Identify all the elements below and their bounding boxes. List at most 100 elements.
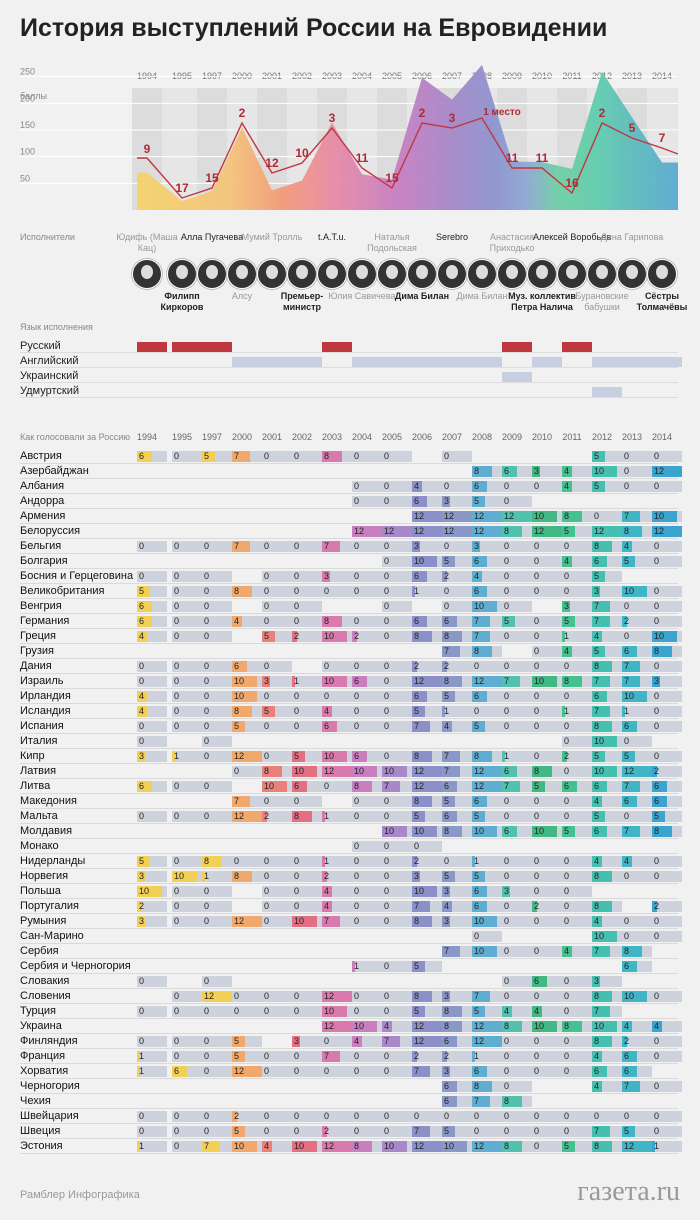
vote-cell: 6 — [442, 1096, 472, 1107]
vote-value: 8 — [534, 766, 540, 776]
year-label: 2004 — [352, 71, 372, 81]
vote-value: 3 — [294, 1036, 300, 1046]
vote-bar — [472, 766, 502, 777]
vote-value: 0 — [294, 871, 300, 881]
vote-value: 8 — [354, 1141, 360, 1151]
vote-cell: 7 — [322, 916, 352, 927]
vote-value: 0 — [474, 1111, 480, 1121]
vote-value: 0 — [384, 1126, 390, 1136]
vote-cell: 0 — [652, 1036, 682, 1047]
vote-cell: 0 — [262, 886, 292, 897]
vote-bar — [412, 721, 430, 732]
vote-cell: 8 — [532, 766, 562, 777]
country-name: Андорра — [20, 495, 65, 507]
vote-cell: 8 — [232, 871, 262, 882]
vote-value: 0 — [624, 916, 630, 926]
vote-value: 10 — [474, 916, 485, 926]
vote-value: 10 — [594, 1021, 605, 1031]
vote-bar — [652, 676, 660, 687]
vote-value: 8 — [474, 466, 480, 476]
vote-cell: 8 — [322, 616, 352, 627]
vote-bar — [137, 691, 147, 702]
vote-cell: 4 — [322, 886, 352, 897]
vote-bar — [232, 751, 262, 762]
vote-value: 10 — [234, 676, 245, 686]
vote-cell: 0 — [352, 1111, 382, 1122]
vote-cell: 10 — [352, 766, 382, 777]
vote-bar — [622, 691, 647, 702]
vote-cell: 0 — [382, 481, 412, 492]
vote-cell: 0 — [292, 586, 322, 597]
vote-cell: 0 — [532, 571, 562, 582]
vote-value: 10 — [139, 886, 150, 896]
vote-cell: 10 — [472, 601, 502, 612]
vote-cell: 10 — [412, 886, 442, 897]
vote-value: 3 — [414, 541, 420, 551]
vote-cell: 5 — [622, 556, 652, 567]
vote-cell: 0 — [652, 451, 682, 462]
table-row: Черногория 6 8 0 4 7 0 — [0, 1080, 700, 1094]
vote-bar — [622, 1141, 652, 1152]
vote-bar — [322, 871, 327, 882]
table-row: Турция 0 0 0 0 0 0 10 0 0 5 8 5 4 4 0 7 — [0, 1005, 700, 1019]
vote-value: 0 — [534, 796, 540, 806]
vote-value: 5 — [474, 496, 480, 506]
vote-value: 5 — [474, 871, 480, 881]
vote-bar — [592, 601, 610, 612]
country-name: Сан-Марино — [20, 930, 84, 942]
vote-value: 7 — [204, 1141, 210, 1151]
vote-cell: 8 — [292, 811, 322, 822]
vote-cell: 0 — [382, 556, 412, 567]
votes-year-label: 2007 — [441, 432, 463, 442]
vote-cell: 0 — [137, 1036, 167, 1047]
vote-value: 8 — [444, 676, 450, 686]
vote-value: 6 — [594, 691, 600, 701]
vote-cell: 0 — [172, 721, 202, 732]
vote-cell: 0 — [352, 871, 382, 882]
vote-value: 0 — [174, 631, 180, 641]
vote-value: 0 — [264, 571, 270, 581]
vote-cell: 0 — [472, 931, 502, 942]
vote-value: 5 — [234, 1126, 240, 1136]
vote-value: 0 — [204, 721, 210, 731]
vote-value: 10 — [534, 511, 545, 521]
vote-cell: 7 — [232, 541, 262, 552]
vote-cell: 0 — [622, 1111, 652, 1122]
vote-value: 3 — [534, 466, 540, 476]
vote-bar — [562, 1141, 575, 1152]
vote-cell: 7 — [592, 1006, 622, 1017]
vote-value: 8 — [654, 826, 660, 836]
vote-cell: 0 — [382, 871, 412, 882]
table-row: Польша 10 0 0 0 0 4 0 0 10 3 6 3 0 0 — [0, 885, 700, 899]
vote-cell: 3 — [532, 466, 562, 477]
vote-cell: 12 — [232, 811, 262, 822]
vote-cell: 4 — [232, 616, 262, 627]
vote-bar — [412, 796, 432, 807]
vote-cell: 0 — [352, 991, 382, 1002]
vote-bar — [442, 781, 457, 792]
vote-value: 0 — [564, 916, 570, 926]
vote-value: 0 — [294, 796, 300, 806]
vote-value: 6 — [444, 1096, 450, 1106]
vote-cell: 1 — [322, 856, 352, 867]
vote-value: 0 — [294, 1126, 300, 1136]
vote-cell: 0 — [322, 691, 352, 702]
vote-bar — [592, 571, 605, 582]
vote-bar — [322, 766, 352, 777]
vote-bar — [472, 871, 485, 882]
vote-bar — [262, 676, 270, 687]
vote-value: 0 — [174, 856, 180, 866]
vote-bar — [472, 466, 492, 477]
vote-cell: 10 — [352, 1021, 382, 1032]
vote-cell: 8 — [502, 526, 532, 537]
vote-cell: 6 — [137, 616, 167, 627]
vote-bar — [532, 1021, 557, 1032]
vote-cell: 1 — [562, 631, 592, 642]
performer-photo-icon — [197, 259, 227, 289]
vote-cell: 8 — [592, 541, 622, 552]
vote-bar — [322, 541, 340, 552]
votes-year-label: 2006 — [411, 432, 433, 442]
vote-cell: 7 — [382, 781, 412, 792]
vote-bar — [442, 526, 472, 537]
vote-cell: 0 — [262, 991, 292, 1002]
